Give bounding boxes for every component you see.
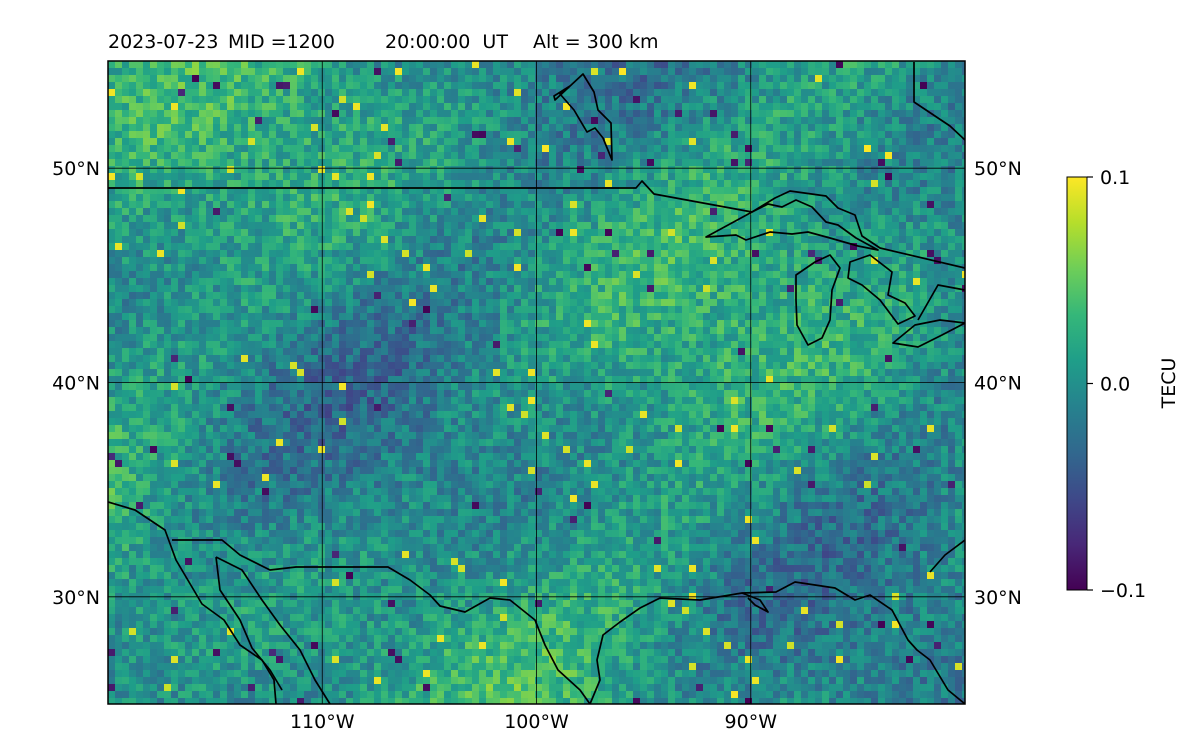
- us-canada-border: [108, 180, 965, 269]
- hudson-bay-coast: [553, 73, 613, 161]
- lon-label: 110°W: [290, 711, 355, 733]
- lon-label: 90°W: [725, 711, 778, 733]
- lat-label-right: 40°N: [974, 373, 1022, 395]
- coastlines: [108, 62, 965, 704]
- mexico-pacific-coast: [108, 501, 277, 704]
- colorbar-ticks: 0.1 0.0 −0.1: [1087, 167, 1146, 602]
- latitude-labels-left: 50°N 40°N 30°N: [52, 158, 100, 609]
- gulf-of-california-baja: [172, 539, 591, 704]
- lat-label-left: 40°N: [52, 373, 100, 395]
- latitude-labels-right: 50°N 40°N 30°N: [974, 158, 1022, 609]
- mississippi-delta: [741, 592, 769, 613]
- title-altitude: Alt = 300 km: [533, 31, 659, 53]
- tec-field-raster: [108, 61, 965, 704]
- baja-peninsula: [215, 556, 331, 704]
- title-date: 2023-07-23: [108, 31, 218, 53]
- lat-label-right: 30°N: [974, 587, 1022, 609]
- colorbar: [1066, 176, 1088, 591]
- gulf-of-mexico-coast: [589, 581, 965, 704]
- lake-superior: [705, 199, 879, 251]
- lon-label: 100°W: [504, 711, 569, 733]
- lat-label-left: 50°N: [52, 158, 100, 180]
- map-gridlines: [108, 61, 965, 704]
- lat-label-right: 50°N: [974, 158, 1022, 180]
- title-time: 20:00:00 UT: [385, 31, 508, 53]
- colorbar-label: TECU: [1158, 358, 1180, 410]
- lake-huron: [847, 254, 916, 325]
- hudson-bay-east: [913, 62, 965, 141]
- longitude-labels: 110°W 100°W 90°W: [290, 711, 777, 733]
- colorbar-tick-label: 0.0: [1100, 374, 1130, 396]
- lat-label-left: 30°N: [52, 587, 100, 609]
- title-mid: MID =1200: [228, 31, 335, 53]
- lake-michigan: [795, 254, 841, 346]
- florida-atlantic-coast: [929, 539, 965, 573]
- colorbar-tick-label: 0.1: [1100, 167, 1130, 189]
- map-frame: [107, 60, 966, 705]
- colorbar-tick-label: −0.1: [1100, 580, 1146, 602]
- lake-erie-ontario: [892, 284, 965, 348]
